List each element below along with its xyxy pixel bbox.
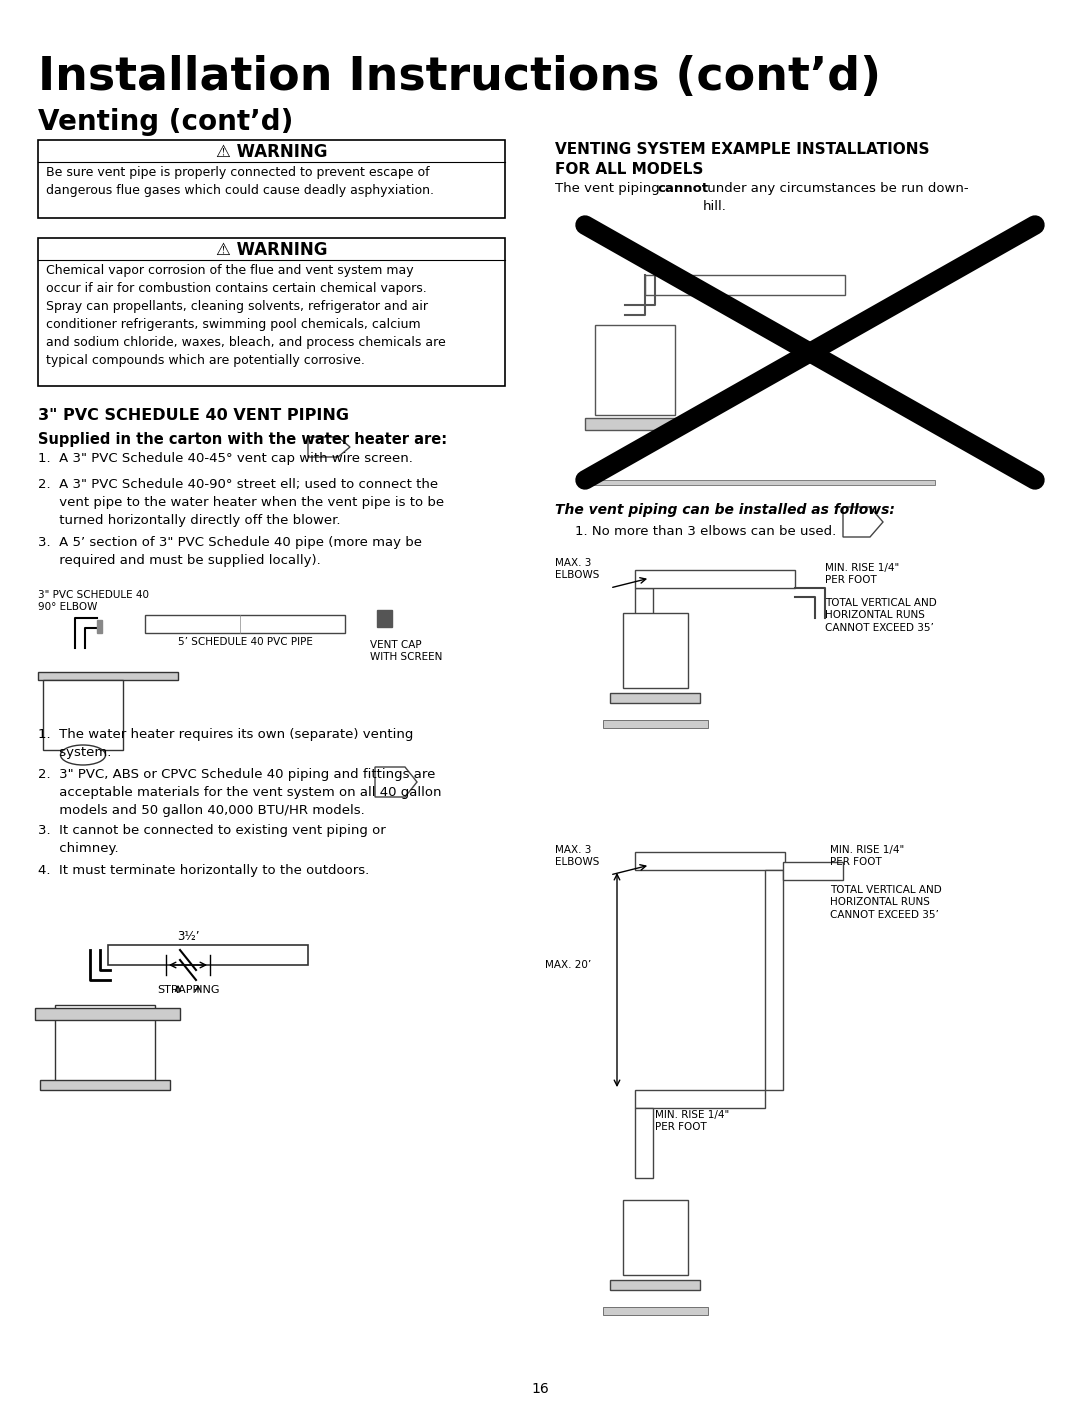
- Text: The vent piping can be installed as follows:: The vent piping can be installed as foll…: [555, 503, 895, 517]
- Bar: [585, 418, 685, 430]
- Bar: [55, 1005, 156, 1085]
- Bar: [635, 1108, 653, 1178]
- Bar: [108, 945, 308, 965]
- Bar: [623, 613, 688, 688]
- Bar: [635, 571, 795, 587]
- Text: Installation Instructions (cont’d): Installation Instructions (cont’d): [38, 55, 881, 100]
- Bar: [610, 693, 700, 702]
- Text: 3" PVC SCHEDULE 40
90° ELBOW: 3" PVC SCHEDULE 40 90° ELBOW: [38, 590, 149, 613]
- Text: TOTAL VERTICAL AND
HORIZONTAL RUNS
CANNOT EXCEED 35’: TOTAL VERTICAL AND HORIZONTAL RUNS CANNO…: [831, 885, 942, 920]
- Bar: [603, 721, 708, 728]
- Text: 1.  The water heater requires its own (separate) venting
     system.: 1. The water heater requires its own (se…: [38, 728, 414, 758]
- Bar: [635, 852, 785, 871]
- Text: VENT CAP
WITH SCREEN: VENT CAP WITH SCREEN: [370, 639, 443, 662]
- Text: under any circumstances be run down-
hill.: under any circumstances be run down- hil…: [703, 182, 969, 213]
- Text: MAX. 20’: MAX. 20’: [545, 960, 591, 970]
- Text: MAX. 3
ELBOWS: MAX. 3 ELBOWS: [555, 558, 599, 580]
- Polygon shape: [843, 508, 883, 537]
- Bar: [765, 871, 783, 1089]
- Text: cannot: cannot: [657, 182, 708, 195]
- Bar: [635, 587, 653, 667]
- Text: 3½’: 3½’: [177, 930, 199, 944]
- Bar: [38, 140, 505, 217]
- Text: 2.  3" PVC, ABS or CPVC Schedule 40 piping and fittings are
     acceptable mate: 2. 3" PVC, ABS or CPVC Schedule 40 pipin…: [38, 768, 442, 817]
- Text: MIN. RISE 1/4"
PER FOOT: MIN. RISE 1/4" PER FOOT: [654, 1110, 729, 1133]
- Text: ⚠ WARNING: ⚠ WARNING: [216, 143, 327, 161]
- Bar: [585, 479, 935, 485]
- Polygon shape: [375, 767, 417, 796]
- Bar: [610, 1280, 700, 1290]
- Text: TOTAL VERTICAL AND
HORIZONTAL RUNS
CANNOT EXCEED 35’: TOTAL VERTICAL AND HORIZONTAL RUNS CANNO…: [825, 599, 936, 632]
- Bar: [40, 1080, 170, 1089]
- Bar: [377, 610, 392, 627]
- Ellipse shape: [60, 744, 106, 765]
- Text: Be sure vent pipe is properly connected to prevent escape of
dangerous flue gase: Be sure vent pipe is properly connected …: [46, 165, 434, 198]
- Text: Supplied in the carton with the water heater are:: Supplied in the carton with the water he…: [38, 432, 447, 447]
- Text: MIN. RISE 1/4"
PER FOOT: MIN. RISE 1/4" PER FOOT: [825, 564, 900, 586]
- Text: The vent piping: The vent piping: [555, 182, 664, 195]
- Bar: [38, 238, 505, 386]
- Text: 4.  It must terminate horizontally to the outdoors.: 4. It must terminate horizontally to the…: [38, 864, 369, 878]
- Text: 1. No more than 3 elbows can be used.: 1. No more than 3 elbows can be used.: [575, 524, 836, 538]
- Text: VENTING SYSTEM EXAMPLE INSTALLATIONS
FOR ALL MODELS: VENTING SYSTEM EXAMPLE INSTALLATIONS FOR…: [555, 142, 930, 177]
- Text: 5’ SCHEDULE 40 PVC PIPE: 5’ SCHEDULE 40 PVC PIPE: [177, 637, 312, 646]
- Text: 16: 16: [531, 1382, 549, 1396]
- Bar: [38, 672, 178, 680]
- Text: STRAPPING: STRAPPING: [157, 986, 219, 995]
- Text: 3.  A 5’ section of 3" PVC Schedule 40 pipe (more may be
     required and must : 3. A 5’ section of 3" PVC Schedule 40 pi…: [38, 536, 422, 566]
- Bar: [635, 1089, 765, 1108]
- Text: 3" PVC SCHEDULE 40 VENT PIPING: 3" PVC SCHEDULE 40 VENT PIPING: [38, 408, 349, 423]
- Bar: [783, 862, 843, 880]
- Bar: [35, 1008, 180, 1021]
- Bar: [645, 275, 845, 294]
- Text: 2.  A 3" PVC Schedule 40-90° street ell; used to connect the
     vent pipe to t: 2. A 3" PVC Schedule 40-90° street ell; …: [38, 478, 444, 527]
- Bar: [43, 680, 123, 750]
- Bar: [97, 620, 102, 632]
- Bar: [603, 1307, 708, 1315]
- Text: ⚠ WARNING: ⚠ WARNING: [216, 241, 327, 259]
- Text: Chemical vapor corrosion of the flue and vent system may
occur if air for combus: Chemical vapor corrosion of the flue and…: [46, 264, 446, 367]
- Text: 3.  It cannot be connected to existing vent piping or
     chimney.: 3. It cannot be connected to existing ve…: [38, 824, 386, 855]
- Bar: [623, 1200, 688, 1274]
- Bar: [595, 325, 675, 415]
- Polygon shape: [308, 437, 350, 457]
- Text: 1.  A 3" PVC Schedule 40-45° vent cap with wire screen.: 1. A 3" PVC Schedule 40-45° vent cap wit…: [38, 451, 413, 465]
- Text: Venting (cont’d): Venting (cont’d): [38, 108, 294, 136]
- Text: MAX. 3
ELBOWS: MAX. 3 ELBOWS: [555, 845, 599, 868]
- Text: MIN. RISE 1/4"
PER FOOT: MIN. RISE 1/4" PER FOOT: [831, 845, 904, 868]
- Bar: [145, 615, 345, 632]
